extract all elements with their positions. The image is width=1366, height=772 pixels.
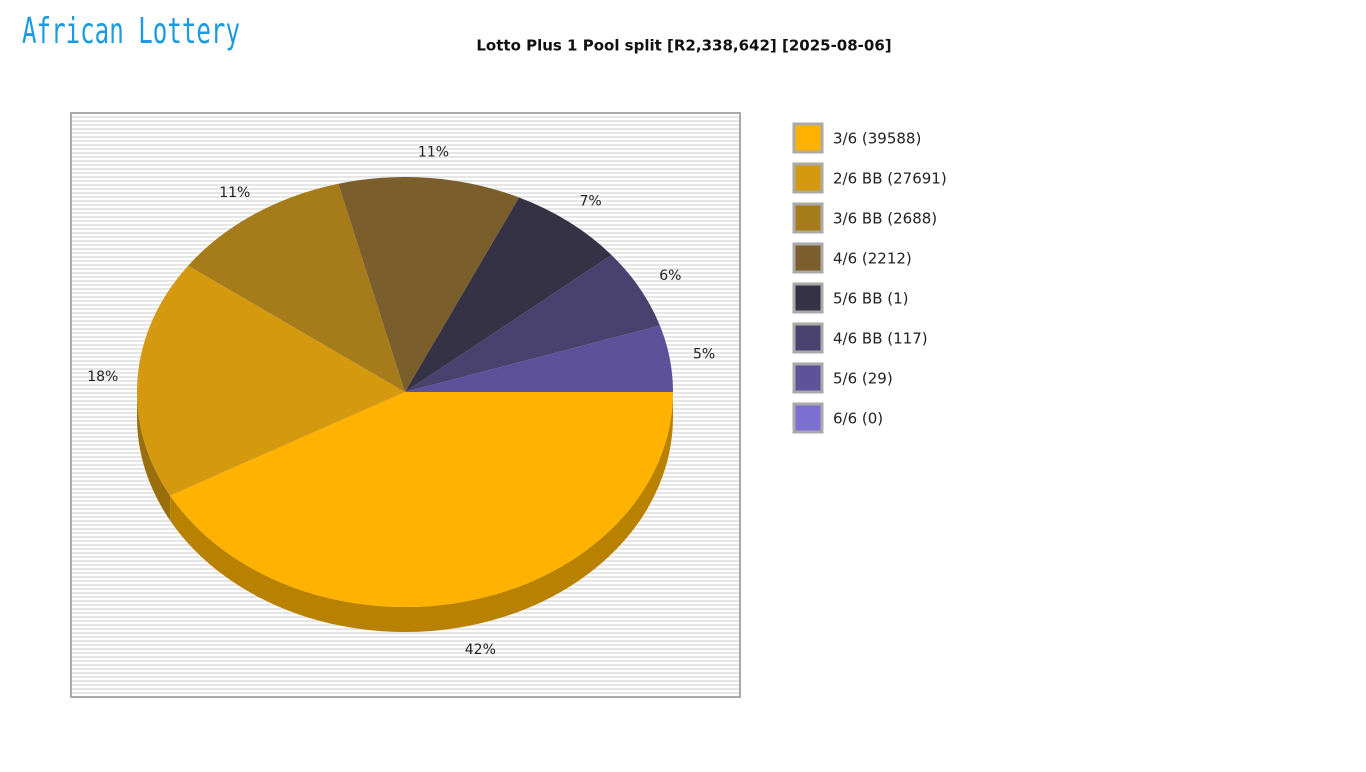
legend-swatch xyxy=(792,202,824,234)
legend-swatch xyxy=(792,322,824,354)
legend-label: 5/6 BB (1) xyxy=(833,290,909,308)
legend-label: 5/6 (29) xyxy=(833,370,893,388)
slice-label: 18% xyxy=(87,369,118,385)
slice-label: 42% xyxy=(465,642,496,658)
legend-swatch xyxy=(792,362,824,394)
legend-label: 4/6 BB (117) xyxy=(833,330,928,348)
pie-slice xyxy=(405,197,612,392)
slice-label: 11% xyxy=(418,144,449,160)
pie-side xyxy=(137,392,171,521)
pie-slice xyxy=(170,392,673,607)
slice-label: 5% xyxy=(693,346,715,362)
legend-label: 3/6 (39588) xyxy=(833,130,921,148)
legend-swatch xyxy=(792,162,824,194)
chart-title: Lotto Plus 1 Pool split [R2,338,642] [20… xyxy=(476,37,891,55)
legend-swatch xyxy=(792,242,824,274)
pie-slice xyxy=(188,183,405,392)
legend-label: 3/6 BB (2688) xyxy=(833,210,937,228)
pie-slice xyxy=(338,177,520,392)
slice-label: 6% xyxy=(659,268,681,284)
slice-label: 11% xyxy=(219,185,250,201)
legend-swatch xyxy=(792,282,824,314)
legend-swatch xyxy=(792,122,824,154)
legend-swatch xyxy=(792,402,824,434)
pie-slice xyxy=(405,325,673,392)
legend-label: 4/6 (2212) xyxy=(833,250,912,268)
logo: African Lottery xyxy=(22,11,240,52)
slice-label: 7% xyxy=(580,194,602,210)
pie-slice xyxy=(136,265,405,496)
pie-slice xyxy=(405,254,660,392)
legend-label: 2/6 BB (27691) xyxy=(833,170,947,188)
legend-label: 6/6 (0) xyxy=(833,410,883,428)
